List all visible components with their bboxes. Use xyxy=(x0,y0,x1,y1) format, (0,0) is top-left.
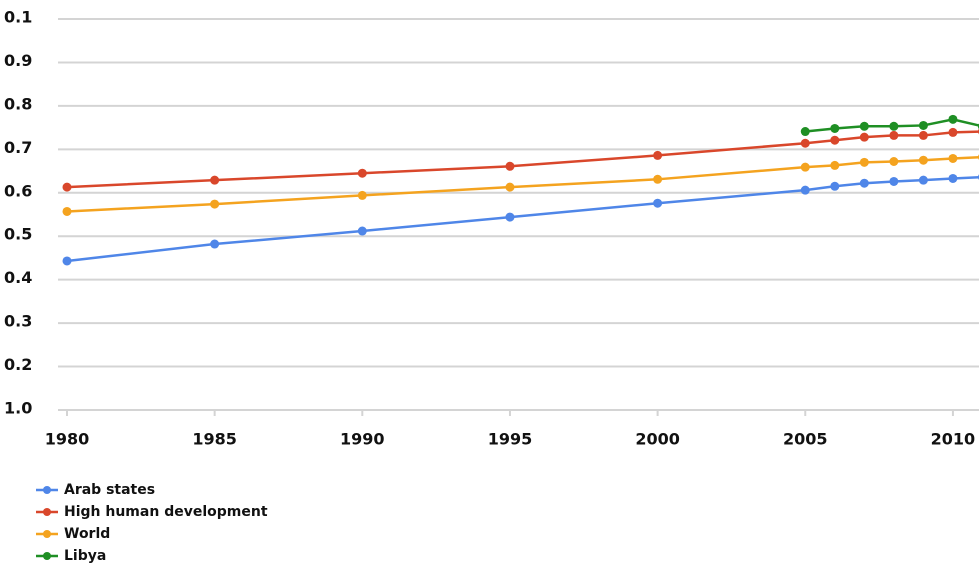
data-point xyxy=(859,178,869,188)
data-point xyxy=(800,185,810,195)
x-tick-label: 1980 xyxy=(45,430,90,449)
x-tick-label: 2010 xyxy=(931,430,976,449)
legend-marker xyxy=(43,552,51,560)
data-point xyxy=(505,161,515,171)
legend-marker xyxy=(43,486,51,494)
data-point xyxy=(62,182,72,192)
y-tick-label: 0.5 xyxy=(4,225,32,244)
data-point xyxy=(62,256,72,266)
data-point xyxy=(889,156,899,166)
data-point xyxy=(357,168,367,178)
data-point xyxy=(653,174,663,184)
legend-marker xyxy=(43,508,51,516)
y-tick-label: 0.1 xyxy=(4,8,32,27)
y-tick-label: 0.9 xyxy=(4,51,32,70)
data-point xyxy=(505,182,515,192)
data-point xyxy=(859,121,869,131)
y-tick-label: 0.6 xyxy=(4,181,32,200)
x-tick-label: 1990 xyxy=(340,430,385,449)
data-point xyxy=(948,114,958,124)
y-tick-label: 0.2 xyxy=(4,355,32,374)
data-point xyxy=(800,162,810,172)
data-point xyxy=(859,132,869,142)
data-point xyxy=(889,130,899,140)
legend-label: World xyxy=(64,526,110,542)
series-line xyxy=(66,130,979,189)
y-tick-label: 0.4 xyxy=(4,268,32,287)
y-tick-label: 0.8 xyxy=(4,94,32,113)
data-point xyxy=(948,173,958,183)
data-point xyxy=(830,123,840,133)
data-point xyxy=(948,127,958,137)
data-point xyxy=(859,157,869,167)
series-line xyxy=(66,156,979,213)
x-tick-label: 2005 xyxy=(783,430,828,449)
data-point xyxy=(357,226,367,236)
data-point xyxy=(210,239,220,249)
data-point xyxy=(62,206,72,216)
data-point xyxy=(210,175,220,185)
data-point xyxy=(948,153,958,163)
data-point xyxy=(830,135,840,145)
data-point xyxy=(210,199,220,209)
legend-label: Libya xyxy=(64,548,106,564)
x-tick-label: 1995 xyxy=(488,430,533,449)
data-point xyxy=(918,130,928,140)
series-line xyxy=(66,176,979,263)
data-point xyxy=(800,127,810,137)
data-point xyxy=(889,121,899,131)
data-point xyxy=(800,138,810,148)
data-point xyxy=(889,176,899,186)
data-point xyxy=(918,120,928,130)
legend-label: High human development xyxy=(64,504,268,520)
y-tick-label: 0.7 xyxy=(4,138,32,157)
x-tick-label: 2000 xyxy=(635,430,680,449)
data-point xyxy=(918,155,928,165)
data-point xyxy=(830,181,840,191)
y-tick-label: 0.3 xyxy=(4,312,32,331)
y-tick-label: 1.0 xyxy=(4,399,32,418)
x-tick-label: 1985 xyxy=(192,430,237,449)
data-point xyxy=(653,198,663,208)
data-point xyxy=(830,160,840,170)
legend-marker xyxy=(43,530,51,538)
data-point xyxy=(653,150,663,160)
plot-area xyxy=(62,114,979,266)
legend-label: Arab states xyxy=(64,482,155,498)
data-point xyxy=(505,212,515,222)
data-point xyxy=(918,175,928,185)
data-point xyxy=(357,190,367,200)
